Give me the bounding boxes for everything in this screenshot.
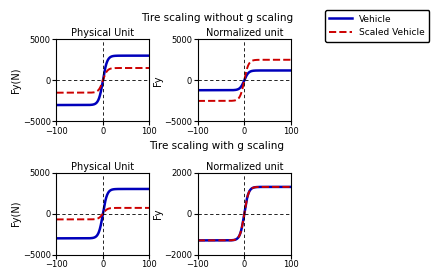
Text: Tire scaling without g scaling: Tire scaling without g scaling: [141, 13, 293, 23]
Title: Physical Unit: Physical Unit: [71, 29, 135, 38]
Title: Normalized unit: Normalized unit: [206, 29, 283, 38]
Y-axis label: Fy(N): Fy(N): [11, 67, 21, 93]
Legend: Vehicle, Scaled Vehicle: Vehicle, Scaled Vehicle: [325, 10, 430, 42]
Text: Tire scaling with g scaling: Tire scaling with g scaling: [149, 141, 285, 151]
Title: Normalized unit: Normalized unit: [206, 162, 283, 172]
Y-axis label: Fy: Fy: [153, 208, 163, 219]
Y-axis label: Fy: Fy: [153, 75, 163, 86]
Y-axis label: Fy(N): Fy(N): [11, 201, 21, 227]
Title: Physical Unit: Physical Unit: [71, 162, 135, 172]
